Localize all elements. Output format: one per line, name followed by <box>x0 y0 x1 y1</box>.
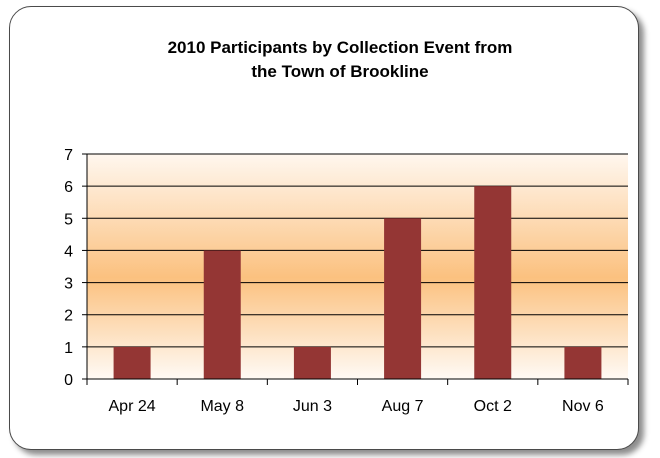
y-tick-label: 5 <box>64 211 73 228</box>
y-tick-label: 4 <box>64 243 73 260</box>
bar <box>203 250 241 379</box>
x-tick-label: May 8 <box>200 398 244 415</box>
bar <box>564 346 602 379</box>
x-tick-label: Jun 3 <box>293 398 332 415</box>
chart-title-line-2: the Town of Brookline <box>251 62 428 81</box>
plot-area <box>87 154 628 379</box>
bar <box>474 186 512 379</box>
bar <box>384 218 422 379</box>
y-tick-label: 6 <box>64 179 73 196</box>
x-tick-label: Apr 24 <box>109 398 156 415</box>
y-tick-label: 7 <box>64 147 73 164</box>
x-tick-label: Oct 2 <box>474 398 512 415</box>
y-tick-label: 2 <box>64 308 73 325</box>
x-tick-label: Nov 6 <box>562 398 604 415</box>
bar <box>293 346 331 379</box>
bar <box>113 346 151 379</box>
y-tick-label: 1 <box>64 340 73 357</box>
x-tick-label: Aug 7 <box>382 398 424 415</box>
y-tick-label: 3 <box>64 276 73 293</box>
y-tick-label: 0 <box>64 372 73 389</box>
chart-title-line-1: 2010 Participants by Collection Event fr… <box>168 38 513 57</box>
